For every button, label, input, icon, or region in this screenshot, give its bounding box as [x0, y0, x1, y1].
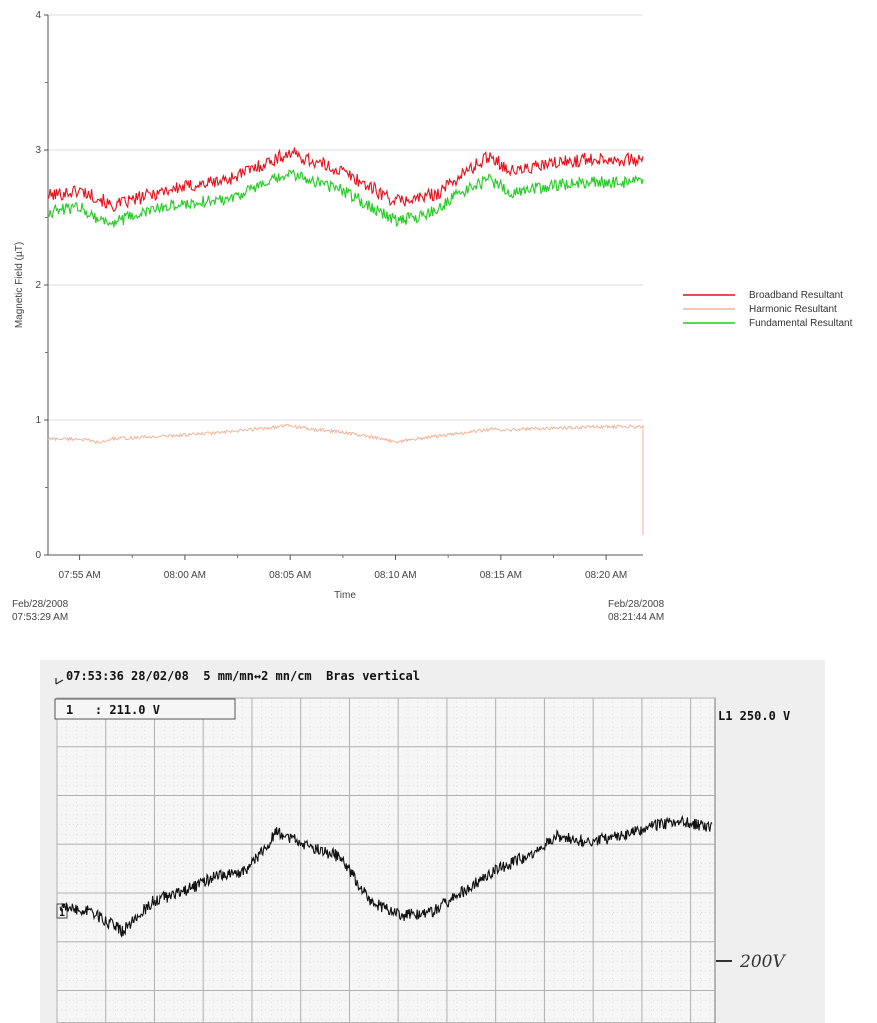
scale-top-label: L1 250.0 V: [718, 709, 790, 723]
chart-gridlines: [48, 14, 643, 421]
magnetic-field-chart: 0 1 2 3 4 07:55 AM 08:00 AM 08:05 AM 08:10 AM 08…: [14, 10, 853, 601]
handwritten-annotation: 200V: [739, 952, 786, 972]
series-line-broadband-resultant: [47, 147, 644, 213]
x-range-start-label: Feb/28/2008 07:53:29 AM: [12, 599, 69, 623]
y-tick-label: 1: [35, 415, 41, 426]
channel-marker-box: [56, 903, 68, 919]
y-tick-labels: 0 1 2 3 4: [35, 10, 48, 561]
legend-label: Fundamental Resultant: [749, 318, 853, 329]
chart-legend: Broadband Resultant Harmonic Resultant Fun…: [683, 290, 853, 329]
x-range-end-label: Feb/28/2008 08:21:44 AM: [608, 599, 665, 623]
y-tick-label: 3: [35, 145, 41, 156]
channel-readout-box: [54, 698, 236, 720]
recorder-grid-area: [56, 697, 716, 1023]
y-tick-label: 4: [35, 10, 41, 21]
x-tick-label: 08:05 AM: [269, 570, 311, 581]
channel-readout: 1 : 211.0 V: [66, 703, 160, 717]
recorder-series: [59, 814, 713, 939]
recorder-corner-arrow: [55, 678, 64, 685]
legend-label: Harmonic Resultant: [749, 304, 837, 315]
series-line-harmonic-resultant: [47, 423, 644, 535]
recorder-header: 07:53:36 28/02/08 5 mm/mn↔2 mn/cm Bras v…: [66, 669, 420, 683]
channel-marker: 1: [59, 908, 65, 919]
x-tick-label: 08:00 AM: [164, 570, 206, 581]
x-tick-label: 08:10 AM: [374, 570, 416, 581]
x-tick-label: 08:20 AM: [585, 570, 627, 581]
y-tick-label: 2: [35, 280, 41, 291]
chart-series: [47, 147, 644, 535]
series-line-fundamental-resultant: [47, 169, 644, 228]
y-tick-label: 0: [35, 550, 41, 561]
chart-recorder-trace: 07:53:36 28/02/08 5 mm/mn↔2 mn/cm Bras v…: [40, 660, 825, 1023]
x-tick-labels: 07:55 AM 08:00 AM 08:05 AM 08:10 AM 08:15 AM…: [58, 555, 627, 581]
x-tick-label: 07:55 AM: [58, 570, 100, 581]
recorder-voltage-trace: [59, 814, 713, 939]
y-axis-label: Magnetic Field (µT): [14, 242, 25, 328]
x-axis-label: Time: [334, 590, 356, 601]
x-tick-label: 08:15 AM: [480, 570, 522, 581]
legend-label: Broadband Resultant: [749, 290, 843, 301]
